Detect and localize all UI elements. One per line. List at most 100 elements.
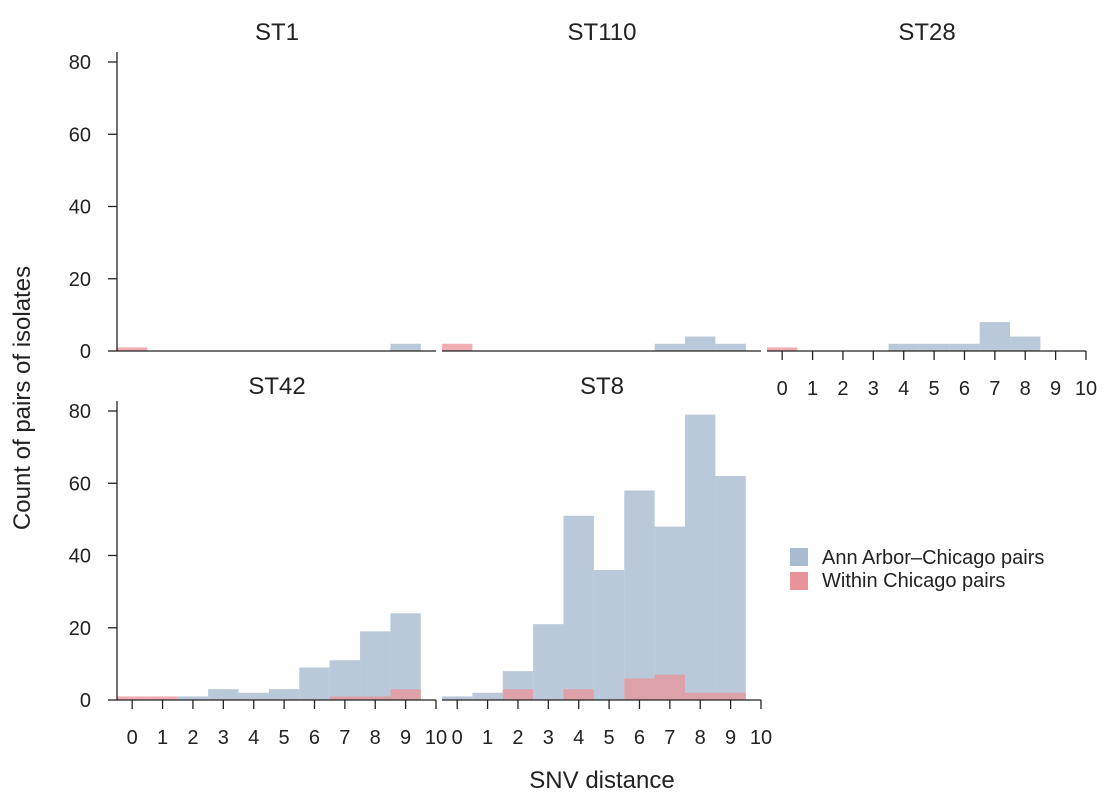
- bar-within-chicago: [715, 692, 746, 700]
- panel-title: ST110: [568, 19, 637, 46]
- legend-label-within-chicago: Within Chicago pairs: [822, 570, 1005, 592]
- bar-ann-arbor-chicago: [715, 476, 746, 700]
- x-tick-label: 5: [279, 727, 290, 749]
- x-tick-label: 6: [959, 378, 970, 400]
- x-tick-label: 10: [750, 727, 772, 749]
- x-tick-label: 3: [218, 727, 229, 749]
- x-tick-label: 0: [127, 727, 138, 749]
- bar-ann-arbor-chicago: [360, 631, 391, 700]
- x-tick-label: 5: [604, 727, 615, 749]
- y-axis-label: Count of pairs of isolates: [9, 266, 36, 530]
- x-tick-label: 4: [573, 727, 584, 749]
- panel-title: ST8: [580, 373, 624, 400]
- x-tick-label: 7: [664, 727, 675, 749]
- x-tick-label: 5: [929, 378, 940, 400]
- bar-ann-arbor-chicago: [329, 660, 361, 700]
- panel-title: ST1: [255, 19, 299, 46]
- y-tick-label: 20: [69, 269, 91, 291]
- bar-ann-arbor-chicago: [918, 343, 950, 351]
- bar-ann-arbor-chicago: [979, 322, 1011, 351]
- bar-within-chicago: [624, 678, 655, 700]
- panel-title: ST42: [248, 373, 305, 400]
- bar-ann-arbor-chicago: [1010, 336, 1041, 351]
- x-tick-label: 8: [370, 727, 381, 749]
- legend-swatch-within-chicago: [790, 572, 808, 590]
- x-tick-label: 9: [400, 727, 411, 749]
- x-tick-label: 2: [512, 727, 523, 749]
- bar-within-chicago: [117, 696, 148, 700]
- y-tick-label: 60: [69, 473, 91, 495]
- x-tick-label: 9: [1050, 378, 1061, 400]
- x-tick-label: 10: [425, 727, 447, 749]
- legend-swatch-ann-arbor-chicago: [790, 548, 808, 566]
- x-tick-label: 7: [339, 727, 350, 749]
- bar-ann-arbor-chicago: [563, 515, 594, 700]
- bar-within-chicago: [117, 347, 148, 351]
- x-tick-label: 8: [1020, 378, 1031, 400]
- x-tick-label: 10: [1075, 378, 1097, 400]
- bar-ann-arbor-chicago: [888, 343, 919, 351]
- x-tick-label: 4: [898, 378, 909, 400]
- bar-within-chicago: [563, 689, 594, 700]
- bar-ann-arbor-chicago: [238, 692, 269, 700]
- bar-ann-arbor-chicago: [593, 569, 625, 700]
- bar-within-chicago: [147, 696, 178, 700]
- y-tick-label: 60: [69, 124, 91, 146]
- bar-ann-arbor-chicago: [624, 490, 655, 700]
- bar-within-chicago: [442, 343, 473, 351]
- y-tick-label: 0: [80, 341, 91, 363]
- bar-within-chicago: [390, 689, 421, 700]
- panel-st28: ST28 0 1 2 3 4 5 6 7 8 9 10: [767, 19, 1097, 400]
- x-tick-label: 3: [543, 727, 554, 749]
- bar-within-chicago: [685, 692, 716, 700]
- y-tick-label: 40: [69, 546, 91, 568]
- bar-within-chicago: [329, 696, 361, 700]
- panel-st1: ST1 0 20 40 60 80: [69, 19, 436, 363]
- panel-st110: ST110: [442, 19, 761, 352]
- bar-ann-arbor-chicago: [390, 613, 421, 700]
- x-tick-label: 2: [187, 727, 198, 749]
- bar-ann-arbor-chicago: [715, 343, 746, 351]
- bar-ann-arbor-chicago: [208, 689, 239, 700]
- x-tick-label: 9: [725, 727, 736, 749]
- x-tick-label: 1: [157, 727, 168, 749]
- y-tick-label: 20: [69, 618, 91, 640]
- bar-ann-arbor-chicago: [533, 624, 564, 700]
- x-tick-label: 1: [807, 378, 818, 400]
- y-tick-label: 80: [69, 401, 91, 423]
- bar-ann-arbor-chicago: [685, 414, 716, 700]
- bar-ann-arbor-chicago: [268, 689, 300, 700]
- x-tick-label: 0: [452, 727, 463, 749]
- bar-ann-arbor-chicago: [442, 696, 473, 700]
- bar-ann-arbor-chicago: [299, 667, 330, 700]
- x-tick-label: 4: [248, 727, 259, 749]
- bar-ann-arbor-chicago: [949, 343, 980, 351]
- x-tick-label: 8: [695, 727, 706, 749]
- bar-within-chicago: [502, 689, 534, 700]
- legend-label-ann-arbor-chicago: Ann Arbor–Chicago pairs: [822, 547, 1044, 569]
- x-tick-label: 6: [309, 727, 320, 749]
- x-tick-label: 3: [868, 378, 879, 400]
- panel-st8: ST8 0 1 2 3 4 5 6 7 8 9 10: [442, 373, 772, 749]
- x-tick-label: 7: [989, 378, 1000, 400]
- legend: Ann Arbor–Chicago pairs Within Chicago p…: [790, 547, 1044, 592]
- bar-ann-arbor-chicago: [654, 526, 686, 700]
- bar-ann-arbor-chicago: [685, 336, 716, 351]
- y-tick-label: 0: [80, 690, 91, 712]
- y-tick-label: 80: [69, 52, 91, 74]
- bar-within-chicago: [360, 696, 391, 700]
- x-tick-label: 6: [634, 727, 645, 749]
- x-tick-label: 1: [482, 727, 493, 749]
- panel-title: ST28: [898, 19, 955, 46]
- x-tick-label: 0: [777, 378, 788, 400]
- bar-within-chicago: [654, 674, 686, 700]
- bar-ann-arbor-chicago: [654, 343, 686, 351]
- x-axis-label: SNV distance: [529, 767, 674, 794]
- bar-ann-arbor-chicago: [177, 696, 209, 700]
- x-tick-label: 2: [837, 378, 848, 400]
- bar-ann-arbor-chicago: [390, 343, 421, 351]
- bar-ann-arbor-chicago: [472, 692, 503, 700]
